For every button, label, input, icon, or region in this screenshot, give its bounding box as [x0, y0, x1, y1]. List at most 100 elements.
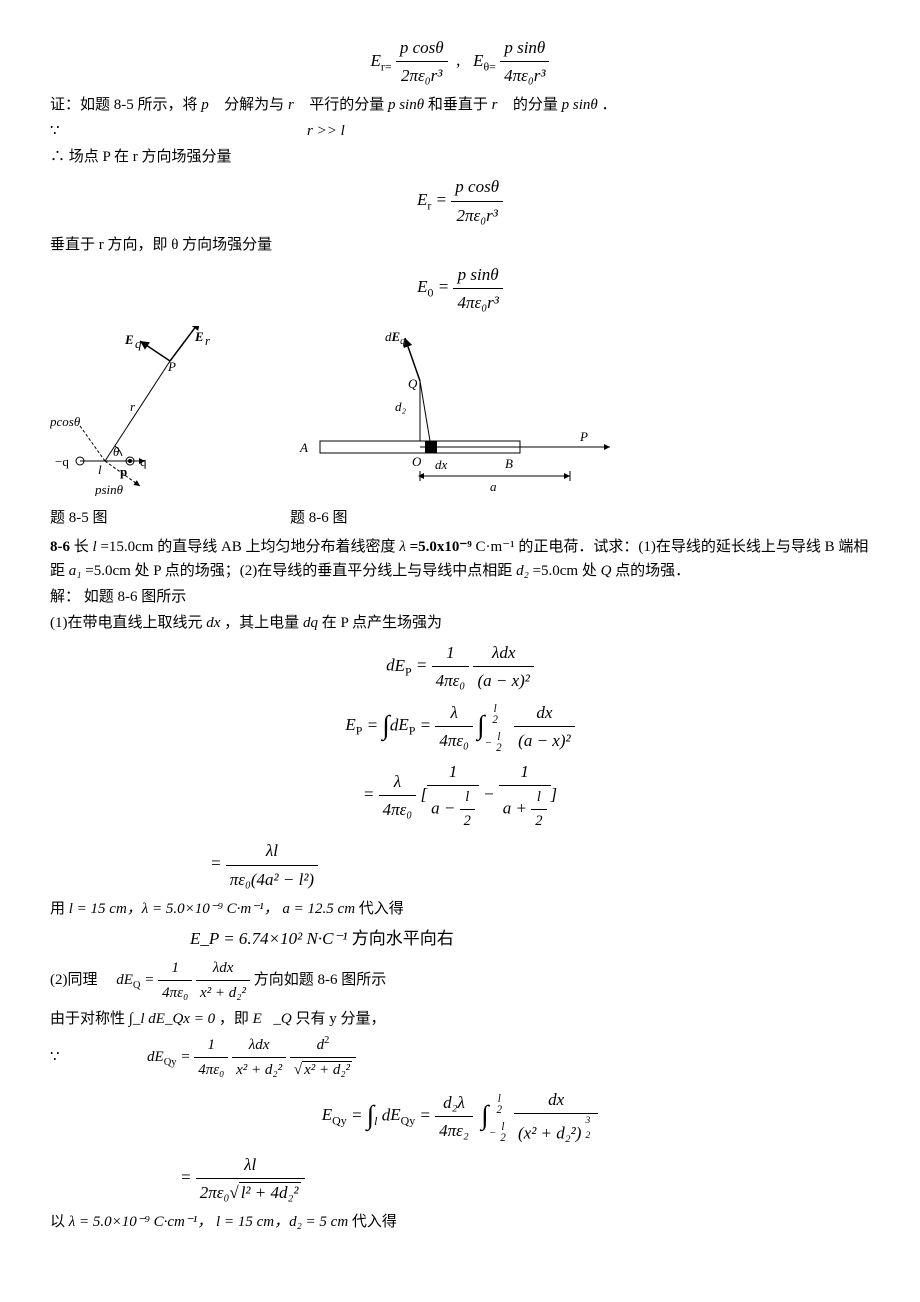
proof-mid3: 和垂直于	[428, 97, 488, 113]
fig-8-6: A O dx B P a d₂ Q dEq 题 8-6 图	[290, 326, 630, 530]
proof-mid2: 平行的分量	[309, 97, 384, 113]
prob-8-6: 8-6 长 l =15.0cm 的直导线 AB 上均匀地分布着线密度 λ =5.…	[50, 535, 870, 583]
sym-a: 由于对称性	[50, 1011, 125, 1027]
sym-EQ: E⃗_Q	[253, 1011, 292, 1027]
dEQy-2n: λdx	[232, 1033, 286, 1058]
p86-l: l	[93, 539, 97, 555]
sym-int: ∫_l dE_Qx = 0	[129, 1011, 215, 1027]
EPr-dir: 方向水平向右	[352, 929, 454, 948]
eq-top-right-num: p sinθ	[500, 34, 549, 62]
EPr-val: E_P = 6.74×10² N·C⁻¹	[190, 929, 348, 948]
fig86-A: A	[299, 440, 308, 455]
svg-text:E: E	[194, 329, 204, 344]
fig85-psin: psinθ	[94, 482, 124, 496]
s1b: 代入得	[359, 901, 404, 917]
EP-result: E_P = 6.74×10² N·C⁻¹ 方向水平向右	[50, 925, 870, 952]
EP2-1d: 4πε₀	[379, 796, 417, 823]
proof-psin: p sinθ	[388, 97, 424, 113]
s1a: 用	[50, 901, 65, 917]
EP2-1n: λ	[379, 768, 417, 796]
p1-mid: ，其上电量	[224, 615, 299, 631]
EP3-n: λl	[226, 837, 318, 865]
fig85-p: p	[120, 464, 127, 479]
proof-intro: 证：如题 8-5 所示，将 p⃗ 分解为与 r⃗ 平行的分量 p sinθ 和垂…	[50, 93, 870, 117]
E0-den: 4πε₀r³	[453, 289, 502, 316]
eq-top-pair: Er= p cosθ2πε₀r³ , Eθ= p sinθ4πε₀r³	[50, 34, 870, 89]
fig85-P: P	[167, 359, 176, 374]
p86-a1: a₁	[69, 563, 82, 579]
dEP-eq: dEP = 14πε₀ λdx(a − x)²	[50, 639, 870, 694]
proof-end: ．	[602, 97, 617, 113]
EQy-int: EQy = ∫l dEQy = d₂λ4πε₂ ∫l2−l2 dx(x² + d…	[50, 1086, 870, 1147]
p86-t1: 长	[74, 539, 89, 555]
EP1-1n: λ	[435, 699, 473, 727]
fig85-svg: −q q l p r P Er Eq θ pcosθ psinθ	[50, 326, 230, 496]
EP1-2n: dx	[514, 699, 574, 727]
fig85-label: 题 8-5 图	[50, 506, 230, 530]
dEQy-line: ∵ dEQy = 14πε₀ λdxx² + d₂² d2√x² + d₂²	[50, 1033, 870, 1082]
proof-intro-1: 证：如题 8-5 所示，将	[50, 97, 198, 113]
p86-Q: Q	[601, 563, 612, 579]
EP1-1d: 4πε₀	[435, 727, 473, 754]
p86-t2: =15.0cm 的直导线 AB 上均匀地分布着线密度	[100, 539, 395, 555]
solution-label: 解： 如题 8-6 图所示	[50, 585, 870, 609]
p86-t6: 点的场强．	[615, 563, 690, 579]
fig86-label: 题 8-6 图	[290, 506, 630, 530]
fig86-P: P	[579, 429, 588, 444]
svg-text:dEq: dEq	[385, 329, 405, 347]
E0-equation: E0 = p sinθ4πε₀r³	[50, 261, 870, 316]
EP3-d: πε₀(4a² − l²)	[226, 866, 318, 893]
p1-intro: (1)在带电直线上取线元	[50, 615, 203, 631]
dEQ-2n: λdx	[196, 956, 250, 981]
EQy2-n: λl	[196, 1151, 305, 1179]
fig86-d2: d₂	[395, 399, 407, 414]
EQy1-1d: 4πε₂	[435, 1117, 473, 1144]
fig86-dx: dx	[435, 457, 448, 472]
p2-label: (2)同理	[50, 972, 98, 988]
proof-p: p⃗	[201, 97, 220, 113]
EQy1-1n: d₂λ	[435, 1089, 473, 1117]
part2-line: (2)同理 dEQ = 14πε₀ λdxx² + d₂² 方向如题 8-6 图…	[50, 956, 870, 1005]
dEP-1n: 1	[432, 639, 470, 667]
dEQy-1d: 4πε₀	[194, 1058, 228, 1082]
dEQ-dir: 方向如题 8-6 图所示	[254, 972, 387, 988]
perp-text: 垂直于 r 方向，即 θ 方向场强分量	[50, 233, 870, 257]
therefore-line: ∴ 场点 P 在 r 方向场强分量	[50, 145, 870, 169]
p1-end: 在 P 点产生场强为	[322, 615, 442, 631]
fig86-B: B	[505, 456, 513, 471]
E0-num: p sinθ	[453, 261, 502, 289]
Er-equation: Er = p cosθ2πε₀r³	[50, 173, 870, 228]
s1v: l = 15 cm，λ = 5.0×10⁻⁹ C·m⁻¹， a = 12.5 c…	[69, 901, 355, 917]
fig85-l: l	[98, 462, 102, 477]
proof-pcos: p sinθ	[562, 97, 598, 113]
eq-top-left-den: 2πε₀r³	[396, 62, 448, 89]
dEQ-2d: x² + d₂²	[196, 981, 250, 1005]
proof-r: r⃗	[288, 97, 306, 113]
p86-t4: =5.0cm 处 P 点的场强；(2)在导线的垂直平分线上与导线中点相距	[85, 563, 512, 579]
fig85-theta: θ	[113, 444, 120, 459]
Er-den: 2πε₀r³	[451, 202, 503, 229]
p86-unit: C·m⁻¹	[476, 539, 515, 555]
subst2: 以 λ = 5.0×10⁻⁹ C·cm⁻¹， l = 15 cm，d₂ = 5 …	[50, 1210, 870, 1234]
dEP-1d: 4πε₀	[432, 667, 470, 694]
fig85-r: r	[130, 399, 136, 414]
EQy-final: = λl2πε₀√l² + 4d₂²	[50, 1151, 870, 1206]
svg-text:r: r	[205, 333, 211, 348]
dEP-2n: λdx	[473, 639, 533, 667]
part1-intro: (1)在带电直线上取线元 dx ，其上电量 dq 在 P 点产生场强为	[50, 611, 870, 635]
sym-c: 只有 y 分量，	[296, 1011, 386, 1027]
r-gg-l: r >> l	[307, 123, 345, 139]
sym-b: ，即	[219, 1011, 249, 1027]
proof-mid4: 的分量	[513, 97, 558, 113]
proof-mid1: 分解为与	[224, 97, 284, 113]
fig85-pcos: pcosθ	[50, 414, 81, 429]
s2a: 以	[50, 1214, 65, 1230]
eq-top-right-den: 4πε₀r³	[500, 62, 549, 89]
p86-lam: λ	[399, 539, 406, 555]
because-line: ∵ r >> l	[50, 119, 870, 143]
EP1-2d: (a − x)²	[514, 727, 574, 754]
svg-text:E: E	[124, 332, 134, 347]
dEQy-1n: 1	[194, 1033, 228, 1058]
fig86-Q: Q	[408, 376, 418, 391]
because-sym: ∵	[50, 123, 60, 139]
